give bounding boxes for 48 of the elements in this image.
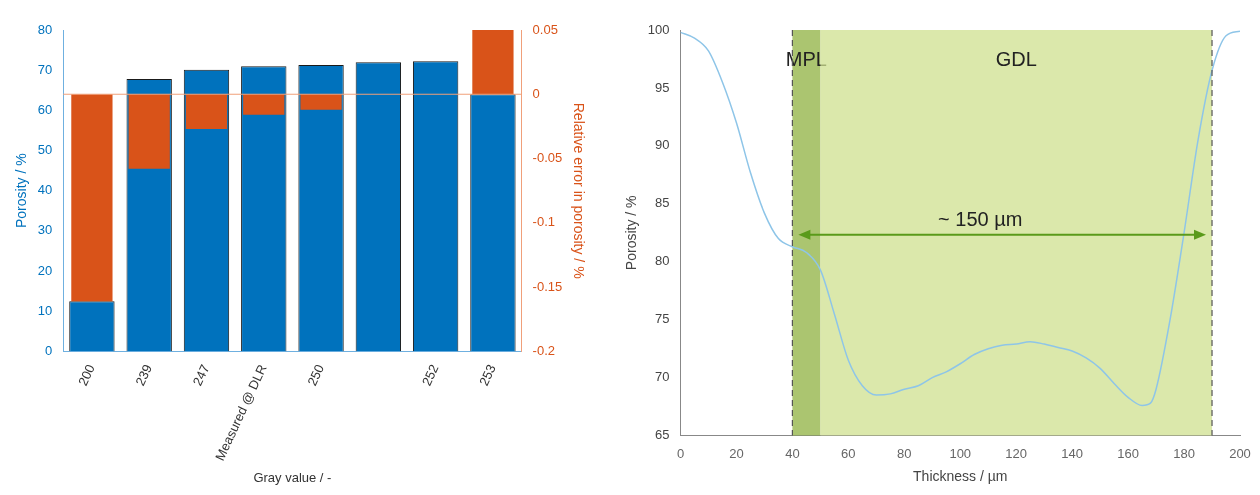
y-axis-title: Porosity / %	[13, 153, 30, 229]
x-tick-label: 252	[418, 362, 442, 389]
x-tick-label: 60	[841, 445, 856, 461]
y-tick-label: 95	[655, 79, 670, 95]
x-tick-label: 20	[729, 445, 744, 461]
y2-tick-label: -0.2	[532, 342, 555, 358]
y-tick-label: 50	[37, 142, 53, 158]
band-label: GDL	[995, 47, 1037, 70]
y-tick-label: 20	[37, 262, 53, 278]
x-tick-label: 253	[476, 362, 499, 389]
y-tick-label: 100	[647, 21, 670, 37]
y2-tick-label: 0	[532, 85, 540, 101]
y-tick-label: 85	[655, 195, 670, 211]
x-tick-label: 250	[304, 362, 328, 389]
y-tick-label: 40	[37, 182, 53, 198]
x-tick-label: 40	[785, 445, 800, 461]
y-axis-title: Porosity / %	[623, 195, 640, 271]
y2-tick-label: -0.15	[532, 278, 563, 294]
y-tick-label: 30	[37, 222, 53, 238]
x-tick-label: 0	[676, 445, 685, 461]
x-tick-label: 160	[1117, 445, 1139, 461]
y-tick-label: 0	[45, 342, 53, 358]
y2-tick-label: 0.05	[532, 21, 558, 37]
x-tick-label: 140	[1061, 445, 1083, 461]
y-tick-label: 10	[37, 302, 53, 318]
y-tick-label: 90	[655, 137, 670, 153]
y2-tick-label: -0.05	[532, 150, 563, 166]
annotation: ~ 150 µm	[938, 208, 1023, 231]
x-tick-label: 200	[1229, 445, 1251, 461]
line-series	[680, 30, 1240, 407]
x-tick-label: 80	[897, 445, 912, 461]
x-tick-label: 100	[949, 445, 972, 461]
y-tick-label: 60	[37, 101, 53, 117]
y2-axis-title: Relative error in porosity / %	[570, 102, 587, 279]
x-tick-label: 120	[1005, 445, 1028, 461]
y2-tick-label: -0.1	[532, 214, 555, 230]
x-tick-label: 247	[189, 362, 213, 389]
x-tick-label: 200	[75, 362, 98, 389]
y-tick-label: 80	[655, 253, 670, 269]
x-axis-title: Thickness / µm	[913, 468, 1008, 485]
x-tick-label: 180	[1173, 445, 1195, 461]
y-tick-label: 75	[655, 311, 670, 327]
y-tick-label: 70	[655, 369, 670, 385]
y-tick-label: 80	[37, 21, 53, 37]
y-tick-label: 65	[655, 427, 670, 443]
x-axis-title: Gray value / -	[253, 469, 332, 485]
y-tick-label: 70	[37, 61, 53, 77]
x-tick-label: 239	[132, 362, 156, 389]
